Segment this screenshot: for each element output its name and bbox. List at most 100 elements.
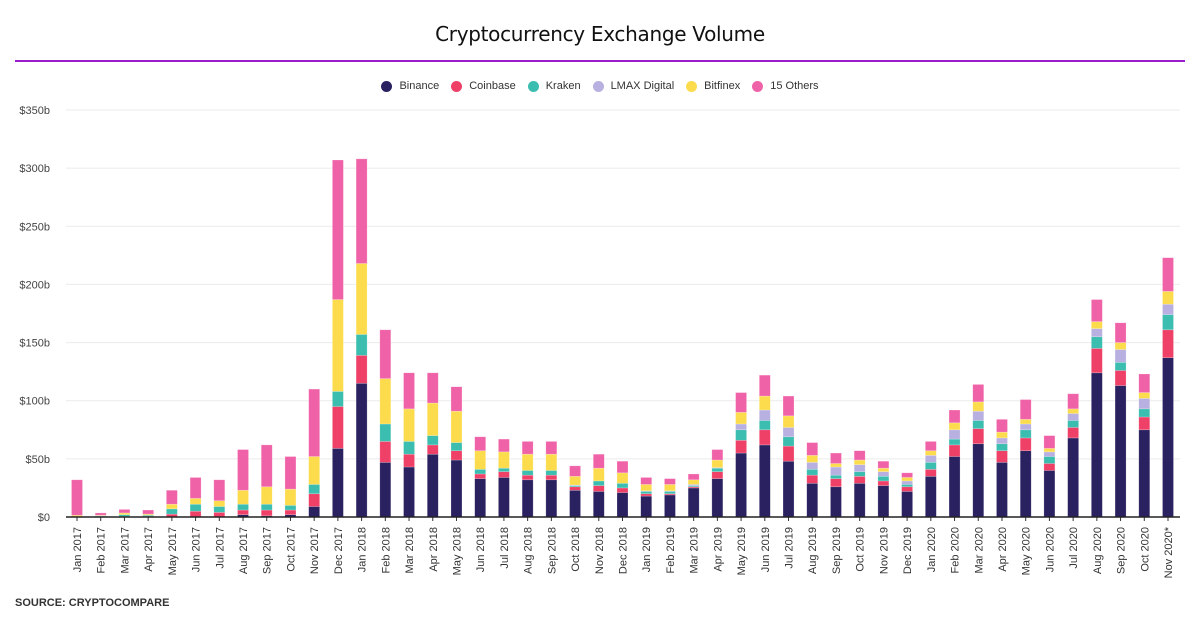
bar-segment-coinbase[interactable] bbox=[498, 471, 510, 478]
bar-segment-kraken[interactable] bbox=[474, 469, 486, 475]
bar-stack[interactable] bbox=[355, 158, 368, 518]
bar-segment-kraken[interactable] bbox=[664, 491, 676, 495]
bar-segment-coinbase[interactable] bbox=[948, 444, 961, 457]
bar-segment-coinbase[interactable] bbox=[1043, 463, 1056, 471]
bar-segment-kraken[interactable] bbox=[1138, 408, 1151, 418]
bar-segment-kraken[interactable] bbox=[1019, 429, 1032, 439]
bar-segment-bitfinex[interactable] bbox=[711, 459, 724, 468]
bar-stack[interactable] bbox=[118, 509, 131, 518]
bar-stack[interactable] bbox=[996, 419, 1008, 518]
bar-segment-lmax-digital[interactable] bbox=[759, 409, 771, 421]
bar-segment-kraken[interactable] bbox=[1114, 362, 1127, 371]
bar-segment-15-others[interactable] bbox=[284, 456, 297, 490]
bar-segment-coinbase[interactable] bbox=[403, 453, 415, 468]
legend-item-lmax-digital[interactable]: LMAX Digital bbox=[592, 80, 674, 92]
bar-segment-15-others[interactable] bbox=[996, 419, 1008, 433]
bar-segment-lmax-digital[interactable] bbox=[996, 437, 1008, 445]
bar-segment-coinbase[interactable] bbox=[379, 441, 392, 463]
bar-segment-binance[interactable] bbox=[948, 456, 961, 518]
bar-segment-15-others[interactable] bbox=[664, 478, 676, 485]
bar-segment-lmax-digital[interactable] bbox=[1091, 328, 1103, 338]
bar-segment-lmax-digital[interactable] bbox=[853, 464, 866, 472]
bar-segment-15-others[interactable] bbox=[379, 329, 392, 379]
bar-segment-bitfinex[interactable] bbox=[260, 486, 273, 505]
bar-segment-binance[interactable] bbox=[687, 487, 700, 518]
bar-segment-bitfinex[interactable] bbox=[284, 488, 297, 506]
bar-stack[interactable] bbox=[782, 395, 795, 518]
bar-segment-bitfinex[interactable] bbox=[759, 395, 771, 411]
bar-segment-binance[interactable] bbox=[569, 489, 581, 518]
bar-segment-coinbase[interactable] bbox=[450, 450, 463, 461]
bar-segment-bitfinex[interactable] bbox=[189, 498, 202, 505]
bar-segment-binance[interactable] bbox=[616, 492, 629, 518]
bar-segment-coinbase[interactable] bbox=[355, 355, 368, 384]
bar-segment-bitfinex[interactable] bbox=[1091, 321, 1103, 329]
bar-segment-bitfinex[interactable] bbox=[1067, 408, 1079, 414]
bar-stack[interactable] bbox=[901, 472, 913, 518]
bar-stack[interactable] bbox=[379, 329, 392, 518]
bar-stack[interactable] bbox=[711, 449, 724, 518]
bar-stack[interactable] bbox=[640, 477, 653, 518]
bar-segment-lmax-digital[interactable] bbox=[735, 423, 747, 431]
bar-segment-kraken[interactable] bbox=[972, 420, 985, 429]
bar-segment-binance[interactable] bbox=[1019, 450, 1032, 518]
bar-segment-coinbase[interactable] bbox=[1138, 416, 1151, 431]
bar-segment-15-others[interactable] bbox=[260, 444, 273, 488]
bar-segment-binance[interactable] bbox=[1043, 470, 1056, 518]
bar-segment-bitfinex[interactable] bbox=[1138, 392, 1151, 399]
bar-segment-bitfinex[interactable] bbox=[213, 500, 226, 507]
bar-segment-lmax-digital[interactable] bbox=[830, 466, 842, 476]
bar-segment-coinbase[interactable] bbox=[545, 474, 558, 481]
bar-segment-binance[interactable] bbox=[664, 494, 676, 518]
bar-segment-kraken[interactable] bbox=[830, 474, 842, 479]
bar-segment-15-others[interactable] bbox=[1019, 399, 1032, 420]
bar-segment-binance[interactable] bbox=[450, 459, 463, 518]
bar-segment-coinbase[interactable] bbox=[474, 473, 486, 479]
bar-segment-bitfinex[interactable] bbox=[640, 484, 653, 492]
bar-stack[interactable] bbox=[521, 441, 534, 518]
bar-segment-15-others[interactable] bbox=[972, 384, 985, 403]
bar-segment-lmax-digital[interactable] bbox=[1019, 423, 1032, 431]
bar-segment-15-others[interactable] bbox=[189, 477, 202, 499]
bar-stack[interactable] bbox=[426, 372, 439, 518]
bar-segment-bitfinex[interactable] bbox=[853, 459, 866, 465]
bar-segment-bitfinex[interactable] bbox=[1114, 342, 1127, 350]
bar-segment-coinbase[interactable] bbox=[925, 469, 937, 477]
bar-segment-15-others[interactable] bbox=[711, 449, 724, 461]
bar-segment-coinbase[interactable] bbox=[830, 478, 842, 488]
bar-segment-kraken[interactable] bbox=[782, 436, 795, 447]
bar-segment-coinbase[interactable] bbox=[640, 493, 653, 497]
bar-stack[interactable] bbox=[877, 460, 890, 518]
bar-segment-lmax-digital[interactable] bbox=[1114, 349, 1127, 363]
bar-stack[interactable] bbox=[1138, 373, 1151, 518]
bar-segment-15-others[interactable] bbox=[1091, 299, 1103, 322]
bar-segment-binance[interactable] bbox=[853, 482, 866, 518]
bar-segment-15-others[interactable] bbox=[806, 442, 819, 456]
bar-segment-bitfinex[interactable] bbox=[545, 453, 558, 471]
bar-segment-binance[interactable] bbox=[972, 443, 985, 518]
bar-segment-15-others[interactable] bbox=[782, 395, 795, 417]
bar-segment-kraken[interactable] bbox=[355, 334, 368, 356]
bar-stack[interactable] bbox=[592, 453, 605, 518]
bar-segment-kraken[interactable] bbox=[640, 491, 653, 495]
bar-segment-bitfinex[interactable] bbox=[948, 422, 961, 431]
bar-segment-bitfinex[interactable] bbox=[616, 472, 629, 484]
bar-segment-15-others[interactable] bbox=[735, 392, 747, 413]
legend-item-bitfinex[interactable]: Bitfinex bbox=[686, 80, 740, 92]
bar-segment-binance[interactable] bbox=[545, 479, 558, 518]
bar-segment-bitfinex[interactable] bbox=[403, 408, 415, 442]
bar-segment-lmax-digital[interactable] bbox=[806, 462, 819, 470]
bar-segment-kraken[interactable] bbox=[1162, 314, 1174, 331]
bar-segment-lmax-digital[interactable] bbox=[877, 471, 890, 477]
bar-segment-kraken[interactable] bbox=[1043, 456, 1056, 464]
bar-segment-coinbase[interactable] bbox=[735, 439, 747, 454]
bar-segment-binance[interactable] bbox=[640, 495, 653, 518]
bar-segment-15-others[interactable] bbox=[925, 441, 937, 452]
bar-segment-bitfinex[interactable] bbox=[1043, 448, 1056, 453]
bar-segment-binance[interactable] bbox=[1114, 385, 1127, 518]
bar-segment-15-others[interactable] bbox=[142, 509, 154, 515]
bar-segment-bitfinex[interactable] bbox=[925, 450, 937, 456]
bar-segment-kraken[interactable] bbox=[545, 470, 558, 476]
bar-segment-kraken[interactable] bbox=[925, 462, 937, 470]
bar-segment-binance[interactable] bbox=[996, 462, 1008, 518]
